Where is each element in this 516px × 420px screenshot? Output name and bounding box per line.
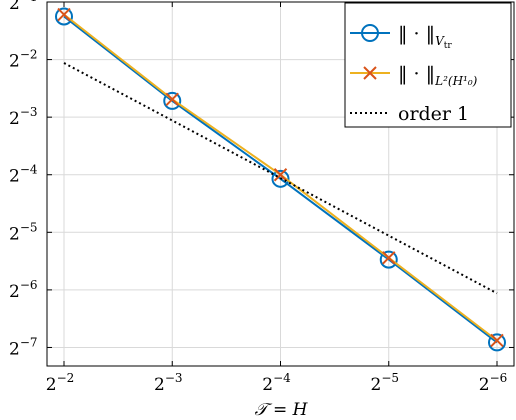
x-tick-label: 2−3 [154, 371, 183, 395]
y-tick-exponent: −5 [20, 220, 38, 234]
y-tick-base: 2 [9, 282, 20, 302]
data-point-x [57, 7, 71, 22]
legend-label: order 1 [398, 103, 469, 125]
data-point-x [273, 168, 288, 182]
x-tick-base: 2 [262, 375, 273, 395]
legend-label: ‖ · ‖Vtr [398, 23, 452, 51]
y-tick-label: 2−2 [9, 48, 38, 72]
data-point-circle [488, 333, 506, 352]
x-tick-exponent: −3 [165, 371, 183, 385]
x-tick-label: 2−4 [262, 371, 291, 395]
data-point-circle [271, 169, 290, 188]
grid [47, 1, 514, 366]
series-line [63, 62, 498, 295]
legend-label-main: ‖ · ‖ [398, 63, 435, 85]
x-axis-label: 𝒯 = H [255, 400, 309, 420]
y-tick-base: 2 [9, 167, 20, 187]
x-tick-base: 2 [479, 375, 490, 395]
series-group [55, 7, 506, 352]
y-tick-base: 2 [9, 52, 20, 72]
y-tick-exponent: −2 [20, 48, 38, 62]
y-tick-label: 2−6 [9, 278, 38, 302]
y-tick-exponent: −6 [20, 278, 38, 292]
x-tick-exponent: −5 [381, 371, 399, 385]
y-tick-label: 2−4 [9, 163, 38, 187]
legend-box [344, 2, 512, 128]
y-tick-label: 2−5 [9, 220, 38, 244]
legend-label-main: order 1 [398, 103, 469, 125]
x-tick-base: 2 [370, 375, 381, 395]
y-tick-label: 2−1 [9, 0, 38, 14]
y-tick-label: 2−7 [9, 335, 38, 359]
legend-marker-x [363, 66, 377, 80]
data-point-x [165, 92, 179, 106]
x-tick-base: 2 [154, 375, 165, 395]
data-point-circle [163, 91, 182, 110]
data-point-circle [55, 7, 73, 26]
x-tick-exponent: −4 [273, 371, 291, 385]
y-tick-exponent: −7 [20, 335, 38, 349]
y-tick-base: 2 [9, 109, 20, 129]
x-tick-base: 2 [46, 375, 57, 395]
x-tick-label: 2−2 [46, 371, 75, 395]
legend-label-subscript: V [435, 34, 445, 48]
legend-label-main: ‖ · ‖ [398, 23, 435, 45]
x-tick-label: 2−6 [479, 371, 508, 395]
data-point-x [382, 251, 396, 265]
ticks-group: 2−22−32−42−52−62−12−22−32−42−52−62−7 [9, 0, 514, 395]
y-tick-base: 2 [9, 339, 20, 359]
y-tick-exponent: −3 [20, 105, 38, 119]
y-tick-exponent: −1 [20, 0, 38, 4]
y-tick-exponent: −4 [20, 163, 38, 177]
legend-label: ‖ · ‖L²(H¹₀) [398, 63, 478, 88]
legend-label-subscript: L²(H¹₀) [434, 74, 478, 88]
x-tick-exponent: −6 [490, 371, 508, 385]
legend-label-subsubscript: tr [444, 41, 453, 51]
x-tick-exponent: −2 [57, 371, 75, 385]
data-point-x [490, 333, 504, 348]
y-tick-label: 2−3 [9, 105, 38, 129]
y-tick-base: 2 [9, 0, 20, 14]
legend-marker-circle [361, 24, 379, 42]
data-point-circle [379, 250, 398, 269]
x-tick-label: 2−5 [370, 371, 399, 395]
y-tick-base: 2 [9, 224, 20, 244]
legend: ‖ · ‖Vtr‖ · ‖L²(H¹₀)order 1 [344, 2, 512, 128]
